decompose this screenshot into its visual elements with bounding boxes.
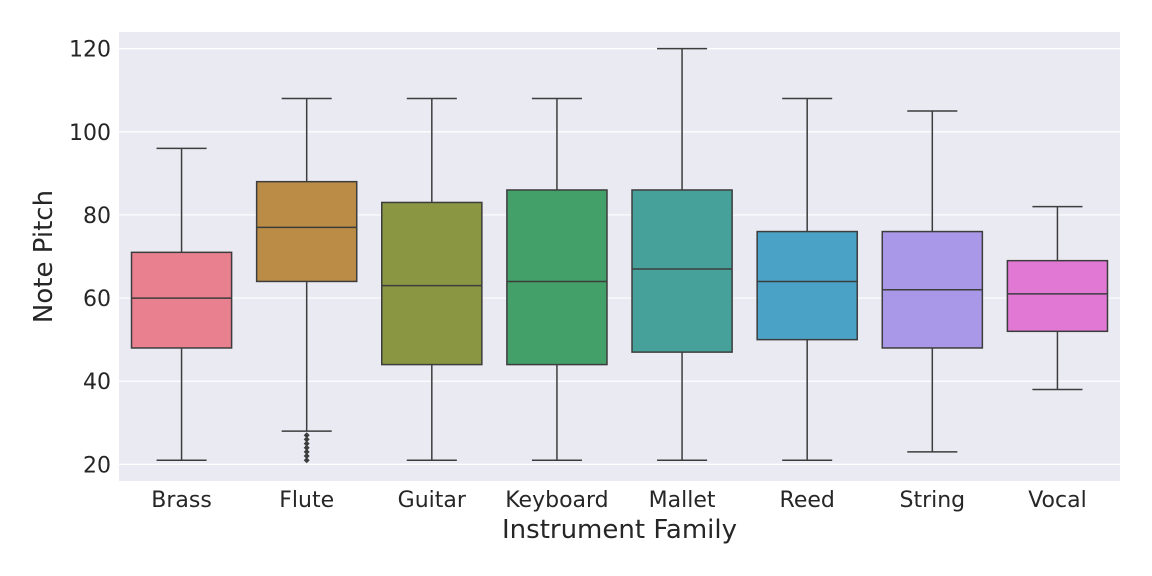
box-body	[756, 230, 858, 341]
y-tick-60: 60	[83, 287, 111, 312]
box-body	[506, 189, 608, 366]
outlier-point	[303, 432, 310, 439]
x-tick-reed: Reed	[780, 488, 835, 513]
x-tick-labels: Brass Flute Guitar Keyboard Mallet Reed String…	[151, 488, 1086, 513]
box-mallet	[631, 47, 733, 461]
box-string	[881, 110, 984, 453]
box-body	[631, 189, 733, 353]
x-tick-guitar: Guitar	[398, 488, 467, 513]
box-guitar	[381, 97, 483, 461]
x-tick-string: String	[899, 488, 965, 513]
y-tick-100: 100	[69, 121, 111, 146]
box-body	[1006, 259, 1109, 333]
box-brass	[130, 147, 233, 461]
x-tick-vocal: Vocal	[1028, 488, 1087, 513]
boxes-group	[130, 47, 1109, 464]
y-tick-120: 120	[69, 38, 111, 63]
outlier-point	[303, 440, 310, 447]
outlier-point	[303, 444, 310, 451]
y-tick-80: 80	[83, 204, 111, 229]
outlier-point	[303, 448, 310, 455]
box-flute	[255, 97, 358, 464]
x-axis-label: Instrument Family	[502, 515, 737, 545]
outlier-point	[303, 436, 310, 443]
y-tick-40: 40	[83, 370, 111, 395]
box-reed	[756, 97, 858, 461]
outlier-point	[303, 453, 310, 460]
y-axis-label: Note Pitch	[29, 190, 59, 323]
y-tick-20: 20	[83, 453, 111, 478]
x-tick-keyboard: Keyboard	[505, 488, 608, 513]
box-vocal	[1006, 205, 1109, 391]
box-keyboard	[506, 97, 608, 461]
x-tick-flute: Flute	[279, 488, 334, 513]
x-tick-mallet: Mallet	[649, 488, 716, 513]
box-body	[255, 180, 358, 283]
box-body	[130, 251, 233, 349]
y-tick-labels: 20 40 60 80 100 120	[69, 38, 111, 479]
x-tick-brass: Brass	[151, 488, 212, 513]
outlier-point	[303, 457, 310, 464]
box-body	[381, 201, 483, 366]
